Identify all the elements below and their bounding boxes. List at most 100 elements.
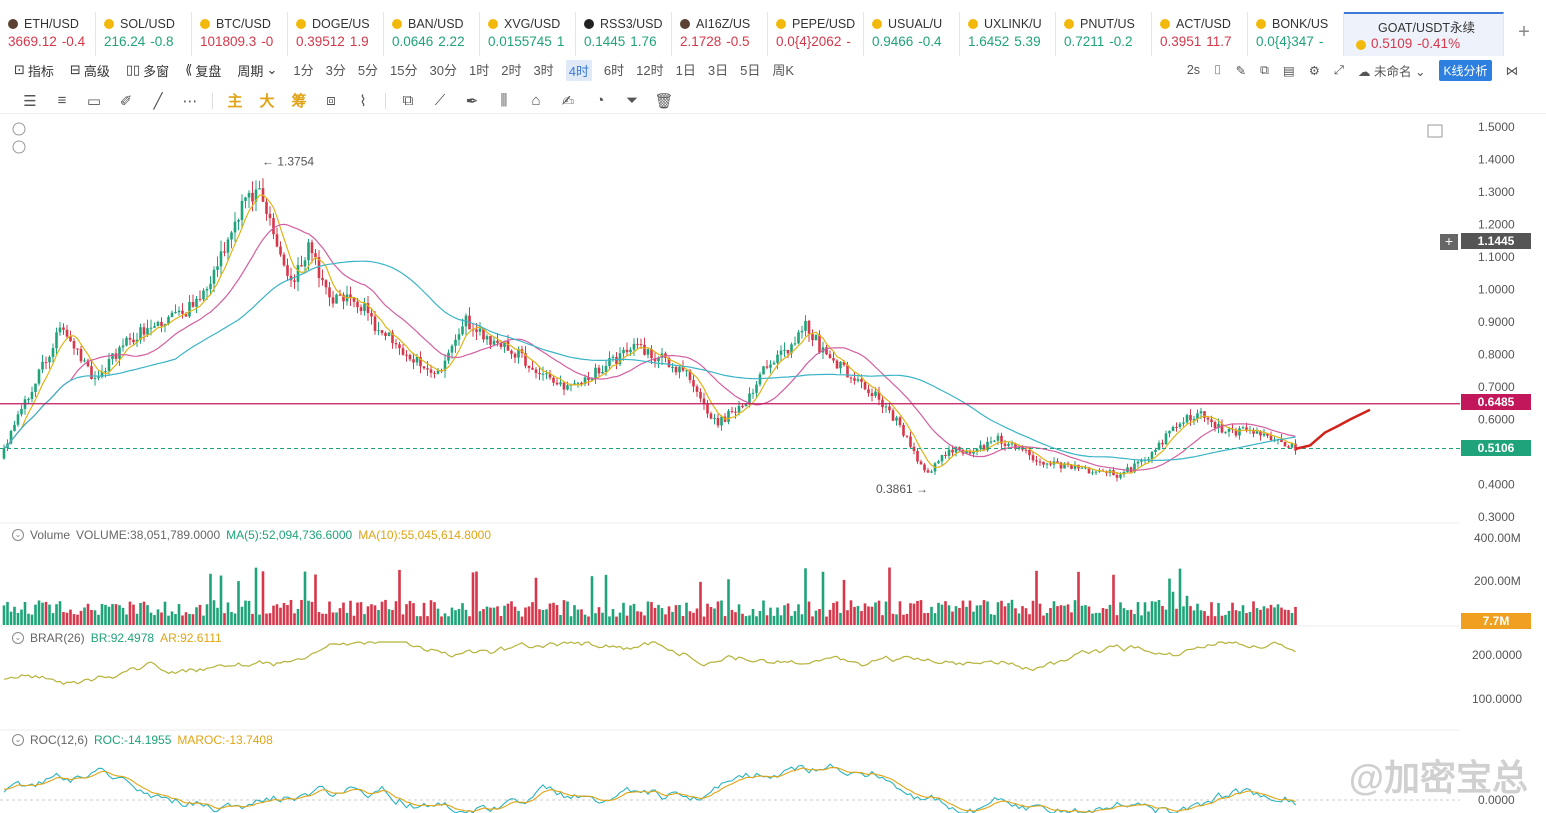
ticker-tab[interactable]: PEPE/USD 0.0{4}2062- (768, 12, 864, 56)
period-option[interactable]: 5日 (740, 62, 761, 78)
period-option[interactable]: 6时 (603, 62, 625, 78)
cloud-save-dropdown[interactable]: ☁ 未命名 ⌄ (1358, 64, 1426, 79)
note-icon[interactable]: ✍ (561, 92, 575, 110)
collapse-icon[interactable]: ⌄ (12, 734, 24, 746)
ticker-tab[interactable]: XVG/USD 0.0155745 1 (480, 12, 576, 56)
volume-bar (643, 615, 646, 625)
period-option[interactable]: 3分 (325, 62, 346, 78)
rectangle-tool-icon[interactable]: ▭ (86, 92, 102, 110)
add-alert-icon[interactable]: + (1440, 234, 1458, 250)
period-option[interactable]: 1分 (293, 62, 314, 78)
filter-icon[interactable]: ⏷ (625, 92, 638, 109)
ticker-tab[interactable]: SOL/USD 216.24 -0.8 (96, 12, 192, 56)
ticker-tab[interactable]: USUAL/U 0.9466 -0.4 (864, 12, 960, 56)
ticker-tab[interactable]: BTC/USD 101809.3 -0 (192, 12, 288, 56)
replay-icon: ⟪ (185, 62, 193, 77)
brush-icon[interactable]: ⌇ (359, 92, 367, 110)
ticker-tab[interactable]: DOGE/US 0.39512 1.9 (288, 12, 384, 56)
candle-body (356, 301, 359, 308)
volume-bar (188, 613, 191, 625)
period-option[interactable]: 3日 (707, 62, 729, 78)
volume-bar (30, 614, 34, 625)
period-option[interactable]: 2时 (501, 62, 522, 78)
ticker-tab[interactable]: PNUT/US 0.7211 -0.2 (1056, 12, 1152, 56)
ruler-icon[interactable]: ⟋ (434, 92, 446, 109)
edit-icon[interactable]: ✎ (1235, 63, 1247, 78)
add-tab-icon[interactable]: + (1518, 21, 1530, 43)
candle-body (790, 344, 793, 354)
refresh-interval[interactable]: 2s (1186, 63, 1201, 77)
volume-bar (1147, 611, 1150, 625)
magnet-icon[interactable]: ◔ (595, 92, 605, 109)
candle-body (300, 265, 303, 267)
candle-body (842, 361, 846, 365)
period-option[interactable]: 1时 (468, 62, 490, 78)
period-option[interactable]: 3时 (533, 62, 554, 78)
main-force-button[interactable]: 主 (227, 93, 243, 110)
camera-icon[interactable]: ⌷ (1214, 62, 1222, 77)
ticker-tab[interactable]: UXLINK/U 1.6452 5.39 (960, 12, 1056, 56)
candle-body (373, 316, 377, 331)
chip-button[interactable]: 筹 (291, 93, 307, 110)
candle-body (699, 391, 702, 399)
candle-body (174, 312, 177, 314)
ticker-tab[interactable]: BONK/US 0.0{4}347- (1248, 12, 1344, 56)
indicator-button[interactable]: ⊡ 指标 (14, 62, 54, 79)
lock-icon[interactable]: ⌂ (531, 92, 541, 109)
expand-icon[interactable]: ⤢ (1334, 62, 1345, 77)
volume-bar (699, 581, 702, 625)
volume-bar (65, 612, 69, 625)
collapse-icon[interactable]: ⌄ (12, 529, 24, 541)
ticker-tab[interactable]: ACT/USD 0.3951 11.7 (1152, 12, 1248, 56)
volume-bar (1003, 606, 1007, 625)
period-option[interactable]: 5分 (357, 62, 379, 78)
volume-bar (629, 605, 632, 625)
template-icon[interactable]: ▤ (1282, 63, 1295, 78)
parallel-tool-icon[interactable]: ≡ (57, 92, 67, 109)
collapse-icon[interactable]: ⌄ (12, 632, 24, 644)
ticker-tab[interactable]: BAN/USD 0.0646 2.22 (384, 12, 480, 56)
period-option[interactable]: 15分 (390, 62, 418, 78)
active-ticker-tab[interactable]: GOAT/USDT永续 0.5109 -0.41% (1344, 12, 1504, 56)
ticker-tab[interactable]: AI16Z/US 2.1728 -0.5 (672, 12, 768, 56)
replay-button[interactable]: ⟪ 复盘 (185, 62, 222, 79)
period-option[interactable]: 1日 (675, 62, 696, 78)
price-axis-label: 1.4000 (1478, 153, 1515, 167)
volume-bar (237, 581, 240, 625)
multi-window-button[interactable]: ▯▯ 多窗 (125, 62, 170, 79)
kline-analysis-button[interactable]: K线分析 (1439, 59, 1492, 81)
fullscreen-window-icon[interactable]: ⧉ (1260, 62, 1269, 77)
ticker-tab[interactable]: ETH/USD 3669.12 -0.4 (0, 12, 96, 56)
period-option[interactable]: 12时 (636, 62, 664, 78)
settings-icon[interactable]: ⚙ (1308, 63, 1321, 78)
pencil-tool-icon[interactable]: ✐ (119, 92, 133, 110)
price-axis-label: 0.6000 (1478, 413, 1515, 427)
compare-icon[interactable]: ⧈ (326, 92, 336, 109)
big-order-button[interactable]: 大 (259, 93, 275, 110)
candle-body (349, 294, 352, 298)
candles-icon[interactable]: ⫼ (500, 92, 508, 109)
volume-bar (909, 603, 912, 625)
candle-body (258, 188, 261, 190)
ticker-tab[interactable]: RSS3/USD 0.1445 1.76 (576, 12, 672, 56)
volume-bar (930, 606, 933, 625)
share-icon[interactable]: ⋈ (1505, 63, 1519, 78)
ticker-price: 216.24 (104, 34, 146, 49)
copy-icon[interactable]: ⧉ (402, 92, 414, 109)
candle-body (422, 366, 426, 369)
advanced-button[interactable]: ⊟ 高级 (69, 62, 110, 79)
magic-icon[interactable]: ✒ (465, 92, 479, 110)
cycle-dropdown[interactable]: 周期 ⌄ (237, 62, 278, 79)
trendline-tool-icon[interactable]: ╱ (153, 92, 163, 110)
candle-body (2, 448, 6, 459)
candle-body (209, 283, 212, 290)
period-option[interactable]: 30分 (429, 62, 457, 78)
candle-body (328, 287, 331, 298)
hline-tool-icon[interactable]: ☰ (23, 92, 37, 110)
period-option[interactable]: 4时 (565, 59, 592, 81)
trash-icon[interactable]: 🗑 (654, 92, 674, 110)
volume-bar (517, 610, 520, 625)
period-option[interactable]: 周K (772, 62, 794, 78)
kline-chart[interactable]: 1.5000 1.4000 1.3000 1.2000 1.1000 1.0000 0.90… (0, 118, 1546, 813)
more-tools-icon[interactable]: ⋯ (182, 92, 198, 110)
